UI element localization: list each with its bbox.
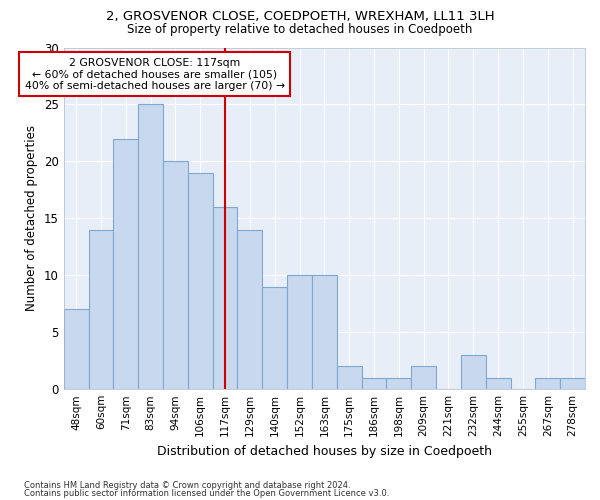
Y-axis label: Number of detached properties: Number of detached properties [25,126,38,312]
Bar [64,310,89,389]
Text: 2 GROSVENOR CLOSE: 117sqm
← 60% of detached houses are smaller (105)
40% of semi: 2 GROSVENOR CLOSE: 117sqm ← 60% of detac… [25,58,285,91]
Bar [535,378,560,389]
Bar [188,173,212,389]
Bar [486,378,511,389]
Bar [113,138,138,389]
Bar [461,355,486,389]
Bar [262,286,287,389]
Bar [362,378,386,389]
Bar [287,276,312,389]
Text: Contains HM Land Registry data © Crown copyright and database right 2024.: Contains HM Land Registry data © Crown c… [24,480,350,490]
Bar [560,378,585,389]
Bar [238,230,262,389]
Bar [312,276,337,389]
Bar [163,162,188,389]
Bar [138,104,163,389]
Text: Contains public sector information licensed under the Open Government Licence v3: Contains public sector information licen… [24,489,389,498]
X-axis label: Distribution of detached houses by size in Coedpoeth: Distribution of detached houses by size … [157,444,492,458]
Bar [212,207,238,389]
Bar [411,366,436,389]
Bar [89,230,113,389]
Text: 2, GROSVENOR CLOSE, COEDPOETH, WREXHAM, LL11 3LH: 2, GROSVENOR CLOSE, COEDPOETH, WREXHAM, … [106,10,494,23]
Text: Size of property relative to detached houses in Coedpoeth: Size of property relative to detached ho… [127,22,473,36]
Bar [337,366,362,389]
Bar [386,378,411,389]
